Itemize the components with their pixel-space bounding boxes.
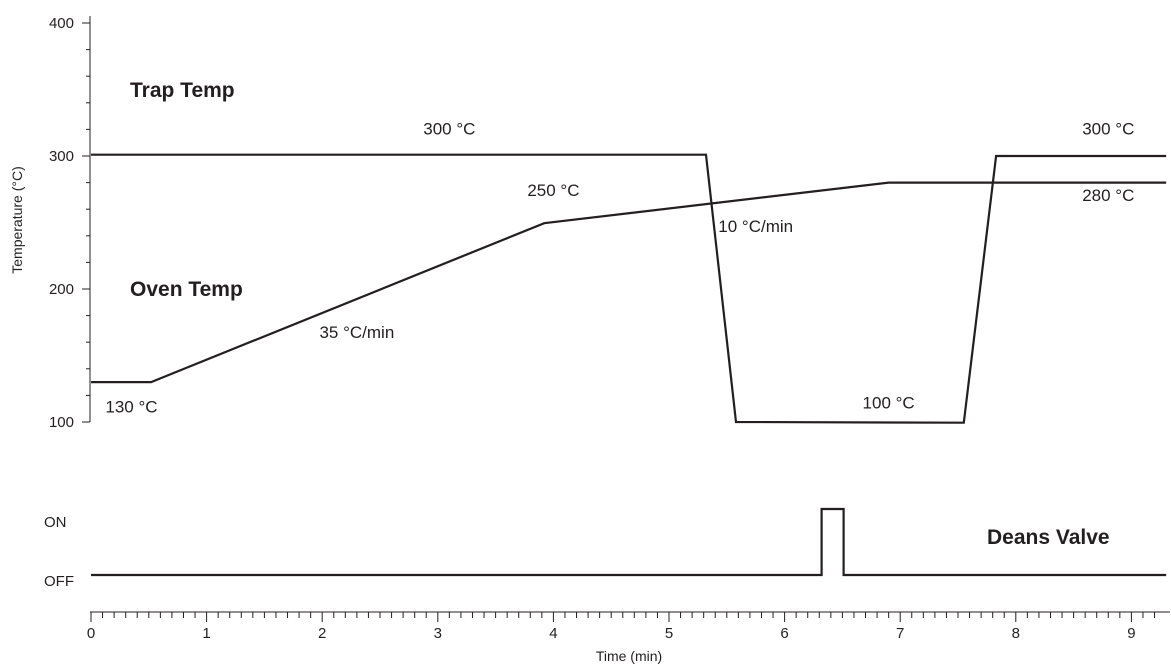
x-tick-label: 7 xyxy=(896,625,904,642)
x-tick-label: 0 xyxy=(87,625,95,642)
annotations-group: 300 °C 300 °C 250 °C 280 °C 10 °C/min 35 °C/m… xyxy=(105,120,1134,417)
y-axis-title: Temperature (°C) xyxy=(9,166,25,274)
y-tick-label: 100 xyxy=(49,414,74,431)
x-axis-ticks: 0 1 2 3 4 5 6 7 8 9 xyxy=(87,612,1156,642)
annotation-label: 130 °C xyxy=(105,398,157,417)
axes xyxy=(89,16,1170,613)
series-line-deans-valve xyxy=(91,507,1167,577)
series-line-oven-temp xyxy=(91,181,1167,384)
x-tick-label: 3 xyxy=(434,625,442,642)
annotation-label: 280 °C xyxy=(1082,186,1134,205)
y-tick-label: 200 xyxy=(49,281,74,298)
series-line-trap-temp xyxy=(91,153,1167,424)
x-tick-label: 5 xyxy=(665,625,673,642)
annotation-label: 300 °C xyxy=(1082,120,1134,139)
y-axis-ticks: 100 200 300 400 xyxy=(49,15,90,431)
y-tick-label: 400 xyxy=(49,15,74,32)
series-group xyxy=(91,153,1167,577)
annotation-label: 250 °C xyxy=(527,181,579,200)
series-label-deans-valve: Deans Valve xyxy=(987,526,1110,549)
x-tick-label: 1 xyxy=(202,625,210,642)
x-tick-label: 8 xyxy=(1012,625,1020,642)
x-tick-label: 6 xyxy=(780,625,788,642)
x-tick-label: 2 xyxy=(318,625,326,642)
valve-level-off-label: OFF xyxy=(44,573,74,590)
annotation-label: 100 °C xyxy=(863,394,915,413)
y-tick-label: 300 xyxy=(49,148,74,165)
x-tick-label: 4 xyxy=(549,625,557,642)
x-axis-title: Time (min) xyxy=(596,648,662,664)
annotation-label: 35 °C/min xyxy=(319,323,394,342)
series-label-oven-temp: Oven Temp xyxy=(130,278,243,301)
x-tick-label: 9 xyxy=(1127,625,1135,642)
series-label-trap-temp: Trap Temp xyxy=(130,79,235,102)
annotation-label: 300 °C xyxy=(423,120,475,139)
annotation-label: 10 °C/min xyxy=(718,217,793,236)
valve-level-on-label: ON xyxy=(44,514,67,531)
